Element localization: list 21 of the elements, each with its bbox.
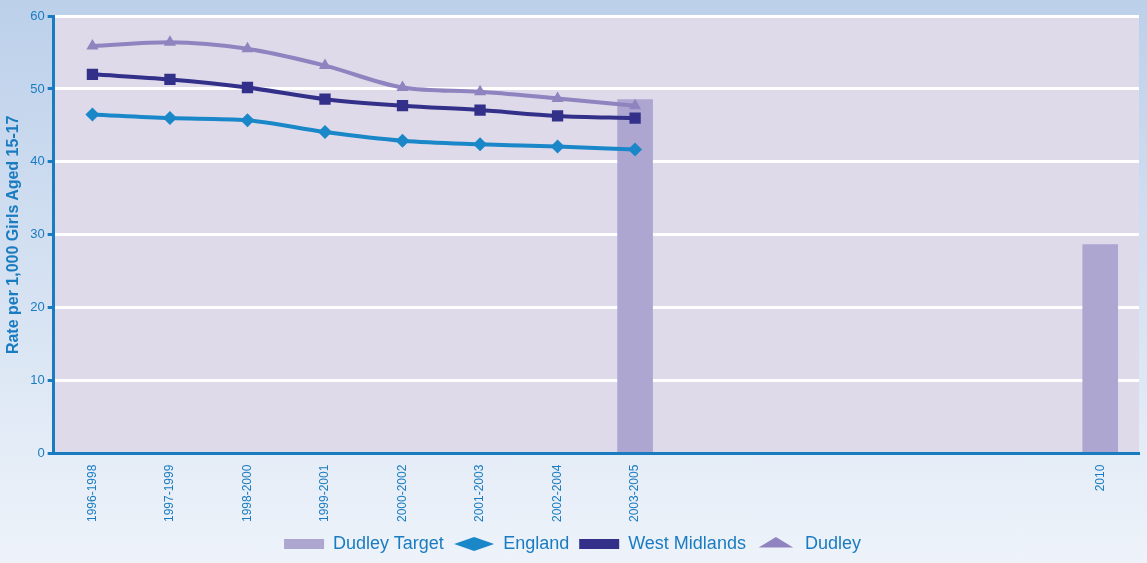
y-tick-label: 40 xyxy=(30,153,45,169)
y-axis-title: Rate per 1,000 Girls Aged 15-17 xyxy=(4,115,22,355)
x-tick-label: 2002-2004 xyxy=(549,464,564,522)
x-tick-label: 2001-2003 xyxy=(472,464,487,522)
legend-label: Dudley Target xyxy=(333,532,444,553)
legend-label: England xyxy=(503,532,570,553)
y-tick-label: 10 xyxy=(30,372,45,388)
x-tick-label: 1997-1999 xyxy=(162,464,177,522)
y-tick-label: 30 xyxy=(30,226,45,242)
x-tick-label: 2003-2005 xyxy=(627,464,642,522)
x-tick-label: 1996-1998 xyxy=(84,464,99,522)
y-tick-label: 60 xyxy=(30,7,45,23)
x-tick-label: 2000-2002 xyxy=(394,464,409,522)
x-tick-label: 2010 xyxy=(1092,464,1107,492)
y-tick-label: 0 xyxy=(37,445,45,461)
y-tick-label: 20 xyxy=(30,299,45,315)
x-tick-label: 1998-2000 xyxy=(239,464,254,522)
y-tick-label: 50 xyxy=(30,80,45,96)
legend-label: West Midlands xyxy=(628,532,746,553)
x-tick-label: 1999-2001 xyxy=(317,464,332,522)
legend-label: Dudley xyxy=(804,532,861,553)
